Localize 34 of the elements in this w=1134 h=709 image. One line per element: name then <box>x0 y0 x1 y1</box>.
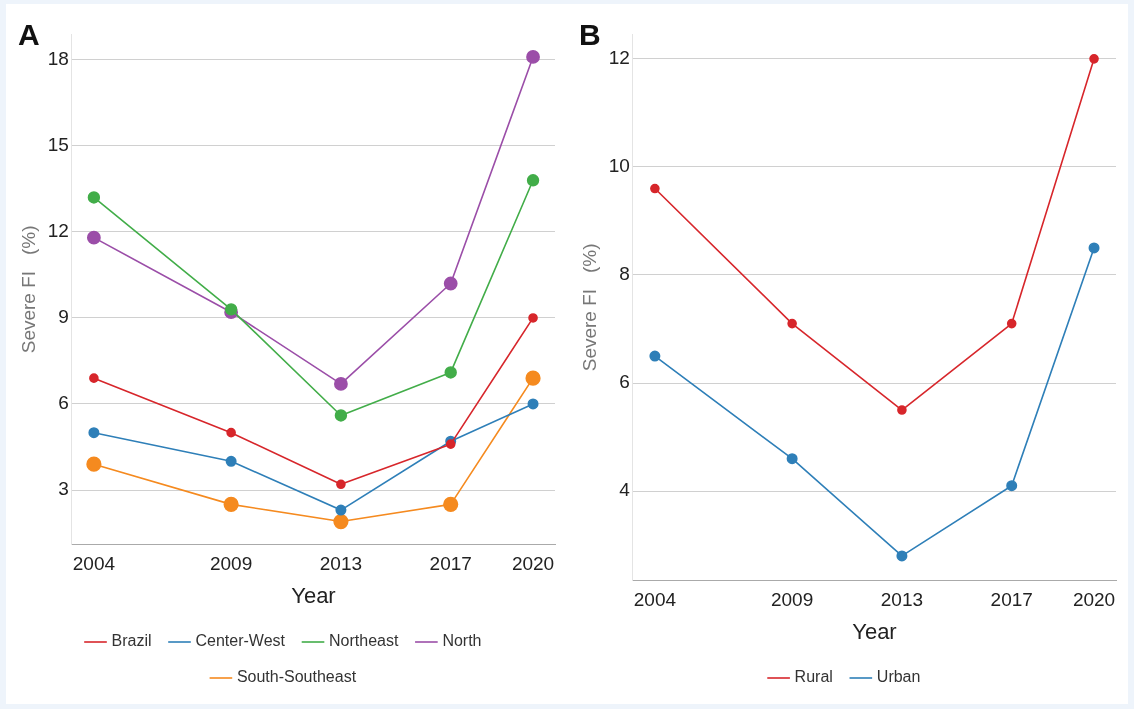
legend-label: Urban <box>876 668 921 686</box>
x-axis-title: Year <box>852 618 897 644</box>
legend-label: Rural <box>794 668 833 686</box>
y-tick-label: 8 <box>619 263 630 285</box>
legend-label: Center-West <box>195 632 286 650</box>
x-tick-label: 2017 <box>990 589 1033 611</box>
x-tick-label: 2020 <box>1072 589 1116 611</box>
y-tick-label: 10 <box>608 155 630 177</box>
y-tick-label: 6 <box>619 371 630 393</box>
legend-label: Northeast <box>329 632 399 650</box>
y-tick-label: 12 <box>608 47 630 69</box>
legend-label: South-Southeast <box>236 668 357 686</box>
x-tick-label: 2020 <box>511 553 555 575</box>
text: B <box>579 18 601 52</box>
x-tick-label: 2004 <box>633 589 677 611</box>
x-tick-label: 2004 <box>72 553 116 575</box>
y-tick-label: 15 <box>47 134 69 156</box>
x-tick-label: 2017 <box>429 553 472 575</box>
y-tick-label: 18 <box>47 48 69 70</box>
y-tick-label: 3 <box>58 478 69 500</box>
x-tick-label: 2009 <box>770 589 814 611</box>
x-tick-label: 2009 <box>209 553 253 575</box>
legend-label: North <box>442 632 482 650</box>
text: A <box>18 18 40 52</box>
legend-label: Brazil <box>111 632 152 650</box>
y-tick-label: 12 <box>47 220 69 242</box>
y-axis-title: Severe FI (%) <box>17 225 39 354</box>
y-tick-label: 4 <box>619 479 631 501</box>
y-axis-title: Severe FI (%) <box>578 243 600 372</box>
x-tick-label: 2013 <box>880 589 924 611</box>
y-tick-label: 9 <box>58 306 69 328</box>
x-axis-title: Year <box>291 582 336 608</box>
x-tick-label: 2013 <box>319 553 363 575</box>
y-tick-label: 6 <box>58 392 69 414</box>
